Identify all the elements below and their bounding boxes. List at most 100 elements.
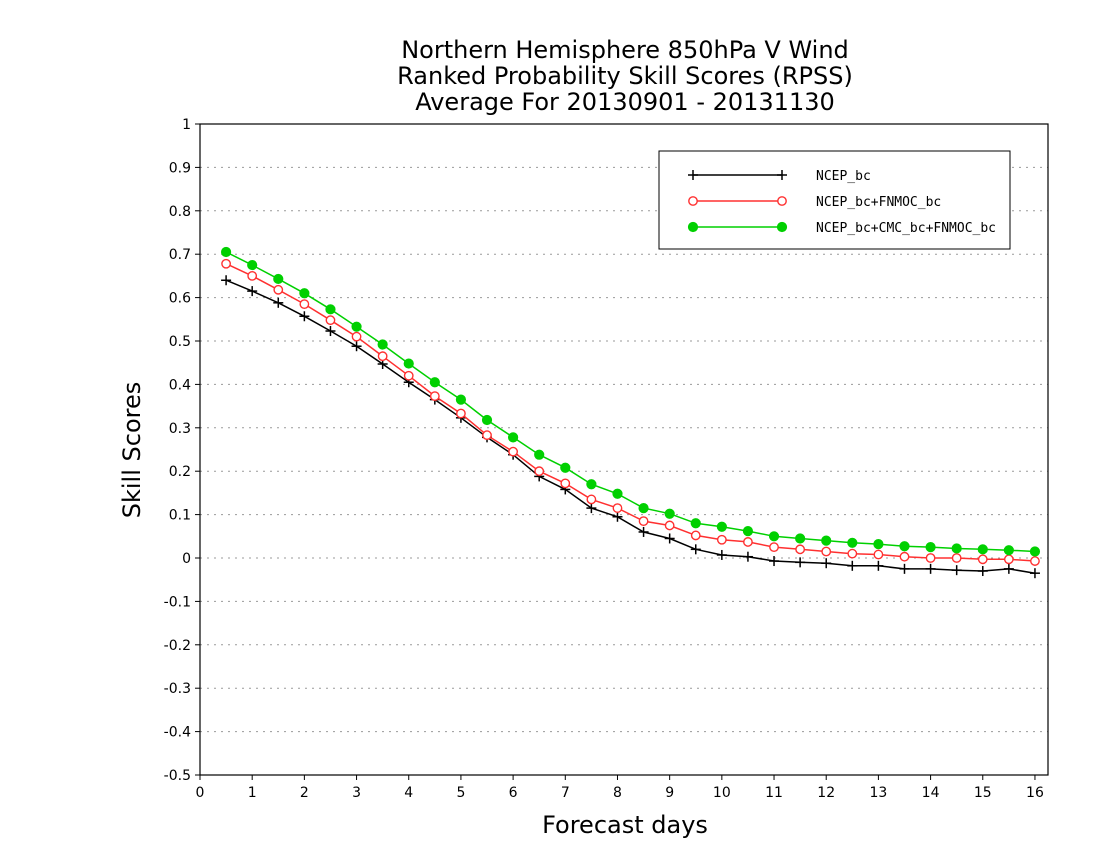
data-point-2-18 [690, 518, 701, 529]
data-point-1-21 [769, 542, 779, 553]
data-point-2-0 [220, 246, 232, 258]
data-point-0-31 [1029, 568, 1040, 579]
chart-title-line-3: Average For 20130901 - 20131130 [415, 88, 835, 116]
y-tick-label: -0.3 [164, 681, 191, 697]
data-point-0-23 [821, 558, 832, 569]
data-point-1-9 [456, 408, 466, 419]
y-tick-label: 0.7 [169, 247, 191, 263]
data-point-2-8 [429, 377, 440, 388]
x-tick-label: 11 [765, 785, 783, 801]
data-point-2-6 [377, 339, 388, 350]
chart-title-line-2: Ranked Probability Skill Scores (RPSS) [397, 62, 853, 90]
data-point-2-24 [847, 537, 858, 548]
x-tick-label: 7 [561, 785, 570, 801]
x-tick-label: 9 [665, 785, 674, 801]
legend-marker [688, 170, 698, 180]
legend-marker [687, 221, 699, 233]
data-point-1-14 [586, 494, 597, 505]
data-point-0-30 [1003, 563, 1014, 574]
data-point-2-7 [403, 358, 414, 369]
data-point-1-24 [847, 548, 858, 559]
data-point-2-14 [586, 479, 597, 490]
data-point-2-21 [768, 531, 780, 542]
data-point-0-22 [795, 557, 806, 568]
x-tick-label: 0 [196, 785, 205, 801]
legend-label: NCEP_bc+CMC_bc+FNMOC_bc [816, 221, 996, 236]
data-point-0-1 [247, 286, 258, 297]
data-point-0-21 [769, 556, 780, 567]
data-point-0-17 [664, 533, 675, 544]
data-point-1-2 [273, 284, 284, 295]
data-point-2-17 [664, 508, 675, 519]
data-point-0-15 [612, 511, 623, 522]
data-point-0-19 [716, 549, 727, 560]
data-point-0-26 [899, 563, 910, 574]
data-point-1-15 [612, 503, 623, 513]
x-tick-label: 4 [404, 785, 413, 801]
data-point-2-11 [508, 432, 519, 443]
x-tick-label: 16 [1026, 785, 1044, 801]
y-tick-label: 0.9 [169, 160, 191, 176]
x-axis-label: Forecast days [542, 811, 708, 839]
axis-ticks: 1 0.9 0.8 0.7 0.6 0.5 0.4 0.3 0.2 0.1 0 -0.1 -0.2 -0.… [164, 117, 1044, 801]
data-point-2-19 [716, 521, 727, 532]
data-point-1-20 [743, 537, 753, 547]
data-point-1-4 [325, 315, 336, 326]
data-point-1-28 [951, 553, 962, 563]
data-point-0-29 [977, 566, 988, 577]
data-point-2-12 [534, 449, 545, 460]
data-point-0-20 [742, 551, 753, 562]
x-tick-label: 1 [248, 785, 257, 801]
legend-label: NCEP_bc [816, 169, 871, 184]
data-point-1-22 [795, 544, 806, 555]
grid [200, 166, 1048, 733]
series-line-2 [225, 251, 1036, 553]
data-point-1-25 [873, 549, 884, 560]
data-point-0-18 [690, 544, 701, 555]
data-point-2-26 [899, 541, 910, 552]
legend-box [658, 150, 1011, 250]
data-point-1-27 [925, 553, 936, 563]
data-point-2-16 [638, 502, 649, 514]
y-tick-label: 0.6 [169, 291, 191, 307]
data-point-0-4 [325, 326, 336, 337]
series-line-1 [225, 263, 1036, 562]
legend: NCEP_bc NCEP_bc+FNMOC_bc NCEP_bc+CMC_bc+FN… [658, 150, 1011, 250]
data-point-2-9 [455, 394, 467, 405]
data-point-2-5 [351, 321, 362, 332]
data-point-2-15 [612, 488, 623, 499]
data-point-1-31 [1030, 556, 1040, 566]
data-point-1-26 [899, 551, 910, 562]
data-point-2-29 [977, 544, 988, 555]
x-tick-label: 13 [869, 785, 887, 801]
data-point-1-1 [247, 270, 258, 281]
data-point-0-14 [586, 503, 597, 514]
x-tick-label: 3 [352, 785, 361, 801]
legend-marker [688, 196, 698, 206]
data-point-1-17 [664, 520, 675, 531]
data-point-2-3 [299, 288, 310, 299]
data-point-2-13 [560, 462, 571, 473]
x-tick-label: 2 [300, 785, 309, 801]
data-point-2-10 [481, 414, 493, 426]
data-point-2-4 [325, 304, 336, 315]
data-point-1-10 [482, 430, 492, 441]
data-point-0-3 [299, 311, 310, 322]
data-point-1-6 [377, 351, 388, 362]
y-tick-label: 1 [182, 117, 191, 133]
x-tick-label: 14 [922, 785, 940, 801]
data-point-1-8 [429, 391, 440, 402]
data-point-0-25 [873, 560, 884, 571]
y-tick-label: 0.4 [169, 377, 191, 393]
data-point-1-12 [534, 466, 545, 477]
y-axis-label: Skill Scores [118, 382, 146, 519]
data-point-1-7 [403, 370, 414, 381]
data-point-1-19 [716, 534, 727, 545]
data-point-1-5 [351, 331, 362, 342]
data-point-2-28 [951, 543, 962, 554]
plot-frame [199, 123, 1049, 776]
data-point-1-11 [508, 446, 519, 457]
series-layer [220, 246, 1041, 579]
legend-marker [777, 170, 787, 180]
